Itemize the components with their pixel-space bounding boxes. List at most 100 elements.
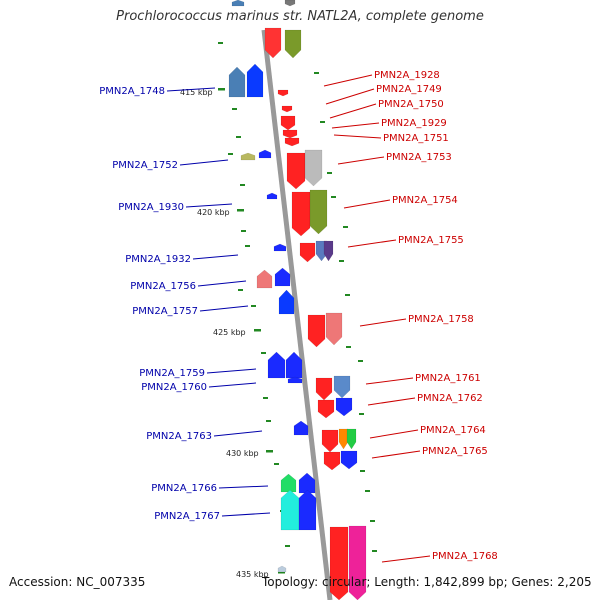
reverse-gene-label[interactable]: PMN2A_1756	[130, 281, 196, 292]
reverse-gene-label[interactable]: PMN2A_1930	[118, 202, 184, 213]
reverse-gene-label[interactable]: PMN2A_1752	[112, 160, 178, 171]
gene-arrow[interactable]	[277, 89, 289, 97]
leader-line	[221, 512, 271, 517]
leader-line	[206, 368, 257, 374]
reverse-gene-label[interactable]: PMN2A_1932	[125, 254, 191, 265]
gene-arrow[interactable]	[280, 115, 296, 131]
accession-text: Accession: NC_007335	[9, 575, 146, 589]
gene-arrow[interactable]	[286, 152, 306, 190]
gene-arrow[interactable]	[228, 66, 246, 98]
genome-backbone	[261, 29, 333, 600]
reverse-gene-label[interactable]: PMN2A_1760	[141, 382, 207, 393]
gene-arrow[interactable]	[281, 105, 293, 113]
gene-arrow[interactable]	[266, 192, 278, 200]
gene-arrow[interactable]	[346, 428, 357, 450]
gene-arrow[interactable]	[273, 243, 287, 252]
leader-line	[337, 156, 385, 165]
minor-tick-mark	[360, 470, 365, 472]
gene-arrow[interactable]	[264, 27, 282, 59]
forward-gene-label[interactable]: PMN2A_1751	[383, 133, 449, 144]
minor-tick-mark	[339, 260, 344, 262]
gene-arrow[interactable]	[309, 189, 328, 235]
gene-arrow[interactable]	[307, 314, 326, 348]
gene-arrow[interactable]	[323, 451, 341, 471]
leader-line	[331, 122, 380, 129]
gene-arrow[interactable]	[246, 63, 264, 98]
minor-tick-mark	[345, 294, 350, 296]
forward-gene-label[interactable]: PMN2A_1928	[374, 70, 440, 81]
leader-line	[347, 239, 397, 248]
minor-tick-mark	[238, 289, 243, 291]
minor-tick-mark	[343, 226, 348, 228]
reverse-gene-label[interactable]: PMN2A_1763	[146, 431, 212, 442]
gene-arrow[interactable]	[304, 149, 323, 187]
forward-gene-label[interactable]: PMN2A_1750	[378, 99, 444, 110]
gene-arrow[interactable]	[258, 149, 272, 159]
forward-gene-label[interactable]: PMN2A_1761	[415, 373, 481, 384]
forward-gene-label[interactable]: PMN2A_1754	[392, 195, 458, 206]
gene-arrow[interactable]	[317, 399, 335, 419]
gene-arrow[interactable]	[293, 420, 309, 436]
reverse-gene-label[interactable]: PMN2A_1759	[139, 368, 205, 379]
gene-arrow[interactable]	[291, 191, 311, 237]
forward-gene-label[interactable]: PMN2A_1929	[381, 118, 447, 129]
forward-gene-label[interactable]: PMN2A_1764	[420, 425, 486, 436]
gene-arrow[interactable]	[287, 376, 303, 384]
forward-gene-label[interactable]: PMN2A_1755	[398, 235, 464, 246]
scale-tick-label: 435 kbp	[236, 570, 269, 579]
forward-gene-label[interactable]: PMN2A_1749	[376, 84, 442, 95]
scale-tick-mark	[278, 571, 285, 574]
scale-tick-mark	[254, 329, 261, 332]
gene-arrow[interactable]	[277, 565, 287, 573]
forward-gene-label[interactable]: PMN2A_1762	[417, 393, 483, 404]
gene-arrow[interactable]	[284, 0, 296, 7]
gene-arrow[interactable]	[333, 375, 351, 399]
forward-gene-label[interactable]: PMN2A_1753	[386, 152, 452, 163]
scale-tick-mark	[218, 88, 225, 91]
reverse-gene-label[interactable]: PMN2A_1757	[132, 306, 198, 317]
gene-arrow[interactable]	[323, 240, 334, 262]
gene-arrow[interactable]	[329, 526, 349, 600]
gene-arrow[interactable]	[284, 29, 302, 59]
reverse-gene-label[interactable]: PMN2A_1767	[154, 511, 220, 522]
reverse-gene-label[interactable]: PMN2A_1748	[99, 86, 165, 97]
forward-gene-label[interactable]: PMN2A_1768	[432, 551, 498, 562]
scale-tick-label: 420 kbp	[197, 208, 230, 217]
forward-gene-label[interactable]: PMN2A_1765	[422, 446, 488, 457]
gene-arrow[interactable]	[240, 152, 256, 161]
gene-arrow[interactable]	[315, 377, 333, 401]
gene-arrow[interactable]	[321, 429, 339, 453]
gene-arrow[interactable]	[267, 351, 286, 379]
minor-tick-mark	[327, 172, 332, 174]
gene-arrow[interactable]	[299, 242, 316, 263]
leader-line	[185, 203, 233, 208]
gene-arrow[interactable]	[325, 312, 343, 346]
gene-arrow[interactable]	[231, 0, 245, 7]
gene-arrow[interactable]	[282, 129, 298, 139]
gene-arrow[interactable]	[278, 289, 295, 315]
gene-arrow[interactable]	[284, 137, 300, 147]
gene-arrow[interactable]	[338, 428, 349, 450]
leader-line	[329, 103, 377, 119]
minor-tick-mark	[314, 72, 319, 74]
gene-arrow[interactable]	[298, 489, 317, 531]
minor-tick-mark	[359, 413, 364, 415]
reverse-gene-label[interactable]: PMN2A_1766	[151, 483, 217, 494]
minor-tick-mark	[370, 520, 375, 522]
gene-arrow[interactable]	[274, 267, 291, 287]
gene-arrow[interactable]	[298, 472, 316, 494]
gene-arrow[interactable]	[335, 397, 353, 417]
minor-tick-mark	[232, 108, 237, 110]
gene-arrow[interactable]	[280, 489, 300, 531]
genome-title: Prochlorococcus marinus str. NATL2A, com…	[116, 9, 484, 24]
gene-arrow[interactable]	[256, 269, 273, 289]
scale-tick-label: 415 kbp	[180, 88, 213, 97]
minor-tick-mark	[331, 196, 336, 198]
leader-line	[199, 305, 249, 312]
gene-arrow[interactable]	[280, 473, 297, 493]
gene-arrow[interactable]	[348, 525, 367, 600]
gene-arrow[interactable]	[340, 450, 358, 470]
minor-tick-mark	[240, 184, 245, 186]
forward-gene-label[interactable]: PMN2A_1758	[408, 314, 474, 325]
